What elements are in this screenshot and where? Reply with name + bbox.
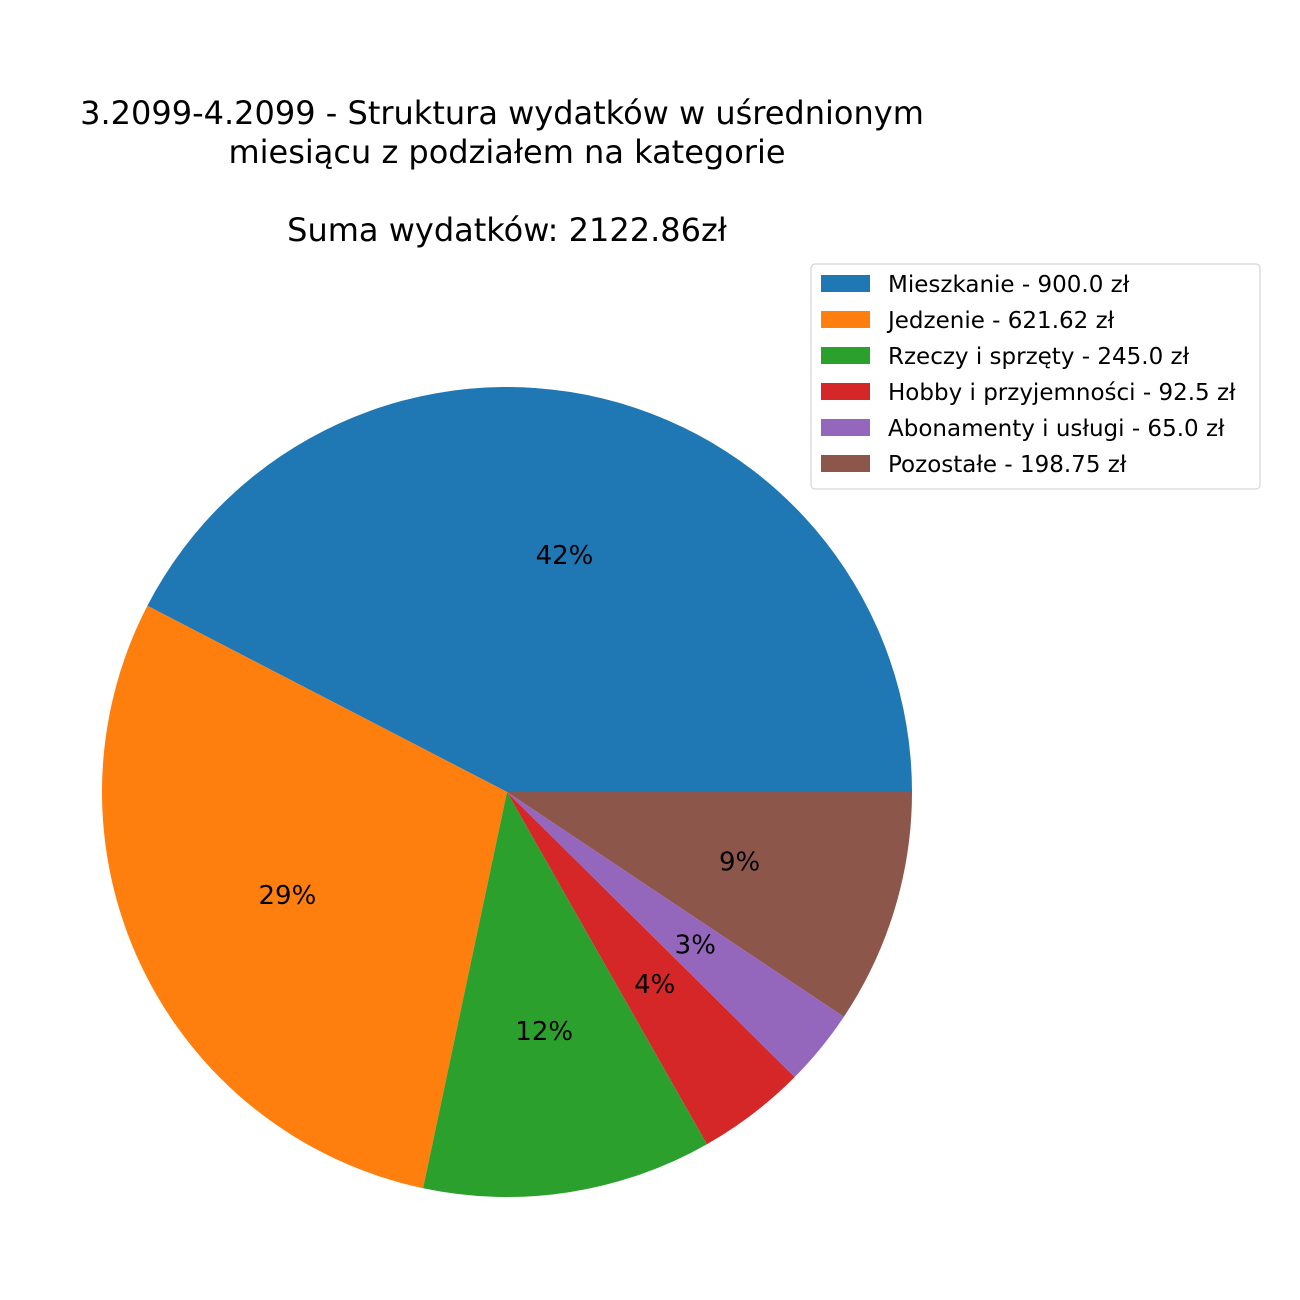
pie-slice-3 [423, 792, 707, 1198]
pie-percent-label-2: 29% [259, 881, 317, 911]
legend-label-6: Pozostałe - 198.75 zł [888, 452, 1127, 478]
legend-items: Mieszkanie - 900.0 zł Jedzenie - 621.62 z… [821, 272, 1236, 478]
pie-percent-label-1: 42% [536, 541, 594, 571]
pie-slice-4 [507, 792, 795, 1145]
legend-swatch-4 [821, 383, 870, 400]
legend-label-4: Hobby i przyjemności - 92.5 zł [888, 380, 1236, 406]
legend-label-2: Jedzenie - 621.62 zł [886, 308, 1115, 334]
legend-swatch-3 [821, 347, 870, 364]
legend-frame [810, 263, 1261, 490]
chart-title-line-2: miesiącu z podziałem na kategorie [228, 133, 785, 171]
legend: Mieszkanie - 900.0 zł Jedzenie - 621.62 z… [810, 263, 1261, 490]
pie-slices [102, 387, 913, 1198]
pie-slice-6 [507, 792, 912, 1017]
pie-percent-label-4: 4% [634, 970, 675, 1000]
legend-label-5: Abonamenty i usługi - 65.0 zł [888, 416, 1225, 442]
pie-percent-label-6: 9% [719, 847, 760, 877]
pie-slice-2 [102, 605, 507, 1189]
legend-swatch-5 [821, 419, 870, 436]
legend-swatch-2 [821, 311, 870, 328]
pie-slice-1 [147, 387, 913, 792]
pie-percent-label-5: 3% [675, 931, 716, 961]
chart-title-line-1: 3.2099-4.2099 - Struktura wydatków w uśr… [80, 94, 924, 132]
legend-label-3: Rzeczy i sprzęty - 245.0 zł [888, 344, 1190, 370]
legend-label-1: Mieszkanie - 900.0 zł [888, 272, 1130, 298]
legend-swatch-6 [821, 455, 870, 472]
pie-percent-label-3: 12% [515, 1017, 573, 1047]
pie-percent-labels: 42% 29% 12% 4%3% 9% [259, 541, 761, 1047]
legend-swatch-1 [821, 275, 870, 292]
pie-slice-5 [507, 792, 844, 1078]
chart-subtitle: Suma wydatków: 2122.86zł [287, 211, 728, 249]
